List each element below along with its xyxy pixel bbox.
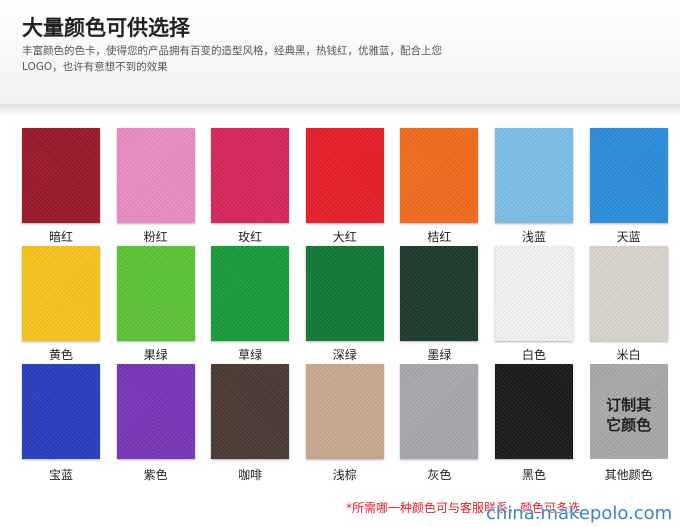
color-swatch [400, 128, 479, 223]
swatch-label: 黑色 [521, 468, 546, 482]
swatch-label: 深绿 [332, 348, 357, 362]
swatch-label: 紫色 [143, 468, 168, 482]
color-swatch [116, 246, 195, 341]
description: LOGO，也许有意想不到的效果 [22, 61, 168, 73]
divider [0, 104, 680, 116]
swatch-label: 天蓝 [616, 230, 641, 244]
swatch-label: 果绿 [143, 348, 168, 362]
color-swatch [22, 246, 100, 341]
footer-note: *所需哪一种颜色可与客服联系，颜色可多选 [346, 501, 581, 515]
swatch-label: 桔红 [427, 230, 452, 244]
swatch-label: 浅棕 [332, 468, 357, 482]
color-swatch [22, 364, 100, 459]
color-swatch [495, 364, 573, 459]
swatch-label: 宝蓝 [48, 468, 73, 482]
color-swatch [305, 128, 384, 223]
swatch-label: 玫红 [238, 230, 263, 244]
swatch-label: 咖啡 [238, 468, 263, 482]
color-swatch [211, 246, 290, 341]
title: 大量颜色可供选择 [22, 16, 190, 40]
swatch-label: 黄色 [48, 348, 73, 362]
color-swatch [116, 364, 195, 459]
color-swatch [589, 246, 668, 341]
custom-text: 它颜色 [606, 416, 652, 434]
color-swatch [305, 246, 384, 341]
swatch-label: 灰色 [427, 468, 452, 482]
swatch-label: 暗红 [48, 230, 73, 244]
swatch-label: 粉红 [143, 230, 168, 244]
custom-swatch: 订制其 它颜色 [589, 364, 668, 459]
color-swatch [22, 128, 100, 223]
color-swatch [211, 128, 290, 223]
swatch-label: 大红 [332, 230, 357, 244]
header: 大量颜色可供选择 丰富颜色的色卡，使得您的产品拥有百变的造型风格，经典黑，热钱红… [0, 0, 680, 108]
swatch-label: 米白 [616, 348, 641, 362]
custom-text: 订制其 [606, 396, 652, 414]
swatch-label: 白色 [521, 348, 546, 362]
swatch-label: 草绿 [238, 348, 263, 362]
color-swatch [495, 128, 573, 223]
description: 丰富颜色的色卡，使得您的产品拥有百变的造型风格，经典黑，热钱红，优雅蓝，配合上您 [22, 45, 442, 57]
color-swatch [589, 128, 668, 223]
color-swatch [400, 246, 479, 341]
color-swatch [116, 128, 195, 223]
swatch-label: 墨绿 [427, 348, 452, 362]
swatch-label: 其他颜色 [604, 468, 653, 482]
color-swatch [211, 364, 290, 459]
watermark: china.makepolo.com [486, 503, 673, 524]
color-swatch [495, 246, 573, 341]
swatch-label: 浅蓝 [521, 230, 546, 244]
color-swatch [305, 364, 384, 459]
color-swatch [400, 364, 479, 459]
